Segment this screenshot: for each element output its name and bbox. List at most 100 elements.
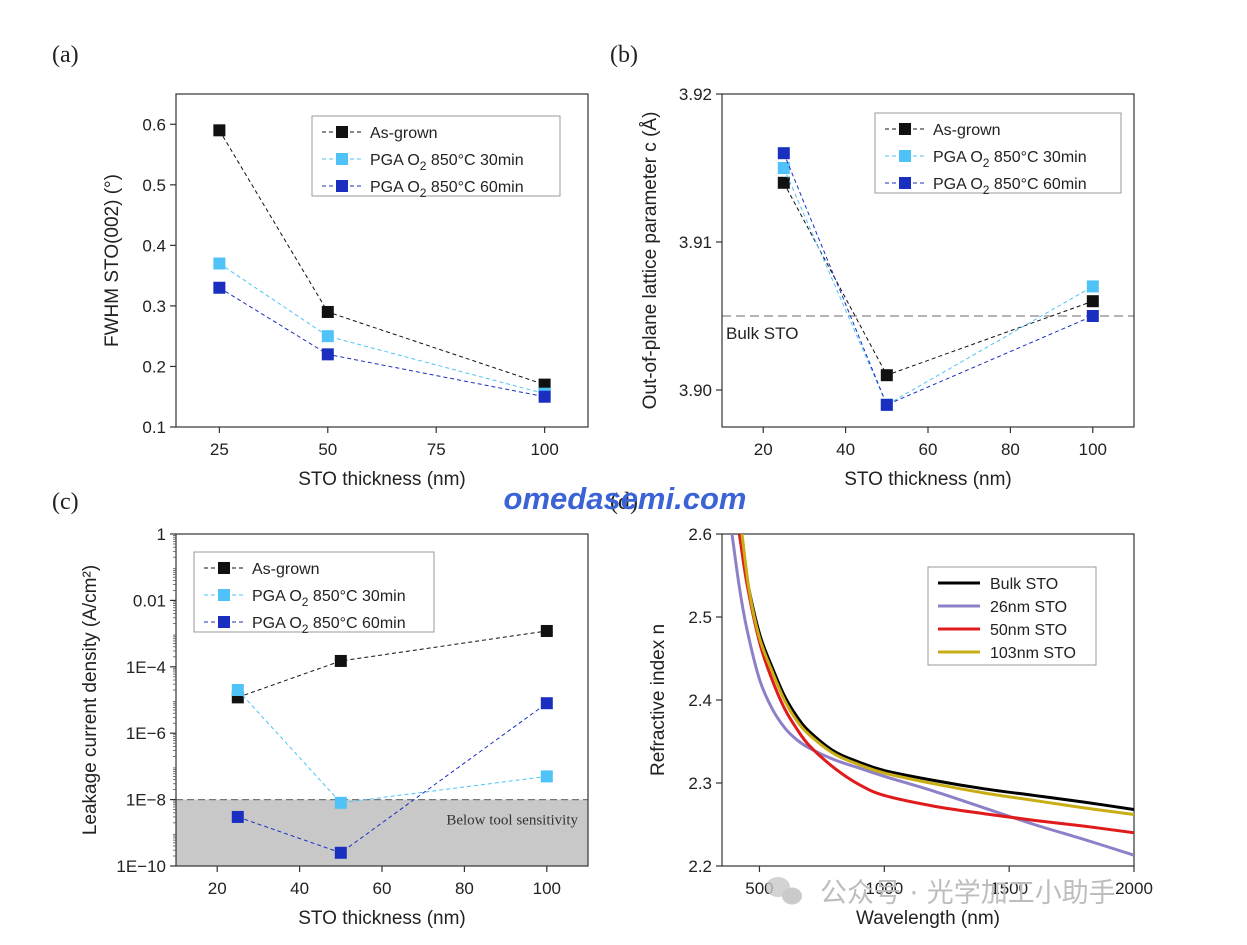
data-point-pga60 (334, 846, 347, 859)
legend-label-subscript: 2 (420, 159, 427, 173)
legend-marker (336, 180, 348, 192)
panel-d-label: (d) (610, 489, 638, 515)
data-point-pga30 (231, 684, 244, 697)
legend-label-subscript: 2 (983, 156, 990, 170)
legend-label-pga30: PGA O2 850°C 30min (252, 588, 406, 609)
y-tick-label: 2.5 (688, 608, 712, 627)
series-curve-sto103 (740, 534, 1134, 817)
legend-label-part: 850°C 60min (989, 176, 1086, 193)
legend-marker (899, 123, 911, 135)
legend-label-part: PGA O (370, 152, 420, 169)
shaded-region-label: Below tool sensitivity (446, 813, 578, 829)
legend-box (874, 112, 1122, 194)
legend-label-sto26: 26nm STO (990, 599, 1067, 616)
data-point-pga60 (213, 281, 226, 294)
legend-label-part: PGA O (933, 176, 983, 193)
panel-d-chart: (d) 500 1000 1500 2000 2.2 2.3 2.4 2.5 2.6 Wavelen… (610, 489, 1153, 929)
y-tick-label: 1E−10 (116, 857, 166, 876)
data-point-pga30 (334, 796, 347, 809)
data-point-as_grown (540, 624, 553, 637)
legend-box (311, 115, 561, 197)
series-line-pga60 (237, 702, 548, 854)
panel-a-y-axis-label: FWHM STO(002) (°) (102, 174, 123, 347)
y-tick-label: 2.3 (688, 774, 712, 793)
legend-label-subscript: 2 (983, 183, 990, 197)
x-tick-label: 20 (208, 879, 227, 898)
x-tick-label: 60 (919, 440, 938, 459)
y-tick-label: 0.4 (142, 236, 166, 255)
series-curve-sto50 (737, 534, 1134, 835)
data-point-pga60 (777, 147, 790, 160)
legend-label-as_grown: As-grown (370, 125, 438, 142)
legend-label-part: 850°C 60min (308, 615, 405, 632)
data-point-pga60 (540, 697, 553, 710)
panel-b-chart: (b) Bulk STO 20 40 60 80 100 3.90 3.91 3.92 STO th… (610, 42, 1135, 490)
legend-label-subscript: 2 (302, 622, 309, 636)
data-point-pga60 (231, 810, 244, 823)
panel-c-x-axis-label: STO thickness (nm) (298, 908, 466, 929)
data-point-as_grown (1086, 295, 1099, 308)
legend-label-subscript: 2 (302, 595, 309, 609)
x-tick-label: 40 (836, 440, 855, 459)
y-tick-label: 1E−8 (126, 791, 166, 810)
series-line-pga30 (783, 167, 1094, 406)
data-point-as_grown (777, 176, 790, 189)
series-line-as_grown (237, 630, 547, 698)
data-point-pga30 (213, 257, 226, 270)
y-tick-label: 1 (157, 525, 166, 544)
data-point-as_grown (880, 369, 893, 382)
y-tick-label: 0.5 (142, 176, 166, 195)
legend-marker (218, 562, 230, 574)
legend-label-bulk_sto: Bulk STO (990, 576, 1058, 593)
wechat-bubble-small (782, 887, 802, 905)
x-tick-label: 2000 (1115, 879, 1153, 898)
legend-label-part: PGA O (252, 588, 302, 605)
legend-label-part: PGA O (370, 179, 420, 196)
data-point-pga30 (1086, 280, 1099, 293)
legend-marker (218, 616, 230, 628)
x-tick-label: 50 (318, 440, 337, 459)
x-tick-label: 80 (455, 879, 474, 898)
shaded-region (176, 799, 588, 866)
legend-label-pga60: PGA O2 850°C 60min (370, 179, 524, 200)
panel-b-y-axis-label: Out-of-plane lattice parameter c (Å) (640, 112, 661, 410)
data-point-pga60 (538, 390, 551, 403)
y-tick-label: 3.92 (679, 85, 712, 104)
y-tick-label: 2.4 (688, 691, 712, 710)
panel-a-chart: (a) 25 50 75 100 0.1 0.2 0.3 0.4 0.5 0.6 STO thickn… (52, 42, 589, 490)
y-tick-label: 0.6 (142, 115, 166, 134)
series-line-as_grown (783, 182, 1093, 376)
legend-label-as_grown: As-grown (933, 122, 1001, 139)
legend-label-sto50: 50nm STO (990, 622, 1067, 639)
series-line-pga30 (237, 689, 547, 804)
legend-label-as_grown: As-grown (252, 561, 320, 578)
x-tick-label: 1500 (990, 879, 1028, 898)
watermark-site: omedasemi.com (504, 481, 747, 516)
watermark-wechat: 公众号 · 光学加工小助手 (820, 878, 1116, 909)
x-tick-label: 20 (754, 440, 773, 459)
x-tick-label: 75 (427, 440, 446, 459)
y-tick-label: 2.2 (688, 857, 712, 876)
x-tick-label: 1000 (865, 879, 903, 898)
x-tick-label: 80 (1001, 440, 1020, 459)
data-point-pga60 (1086, 310, 1099, 322)
y-tick-label: 0.1 (142, 418, 166, 437)
series-line-pga60 (783, 153, 1093, 406)
legend-label-pga30: PGA O2 850°C 30min (370, 152, 524, 173)
legend-marker (336, 153, 348, 165)
legend-label-pga60: PGA O2 850°C 60min (252, 615, 406, 636)
panel-a-x-axis-label: STO thickness (nm) (298, 469, 466, 490)
x-tick-label: 100 (1079, 440, 1107, 459)
data-point-as_grown (334, 654, 347, 667)
y-tick-label: 0.3 (142, 297, 166, 316)
legend-marker (899, 177, 911, 189)
legend-label-part: 850°C 60min (426, 179, 523, 196)
data-point-as_grown (213, 124, 226, 137)
data-point-pga30 (321, 330, 334, 343)
data-point-pga60 (321, 348, 334, 361)
series-line-pga30 (219, 263, 545, 395)
legend-marker (218, 589, 230, 601)
panel-d-x-axis-label: Wavelength (nm) (856, 908, 1000, 929)
